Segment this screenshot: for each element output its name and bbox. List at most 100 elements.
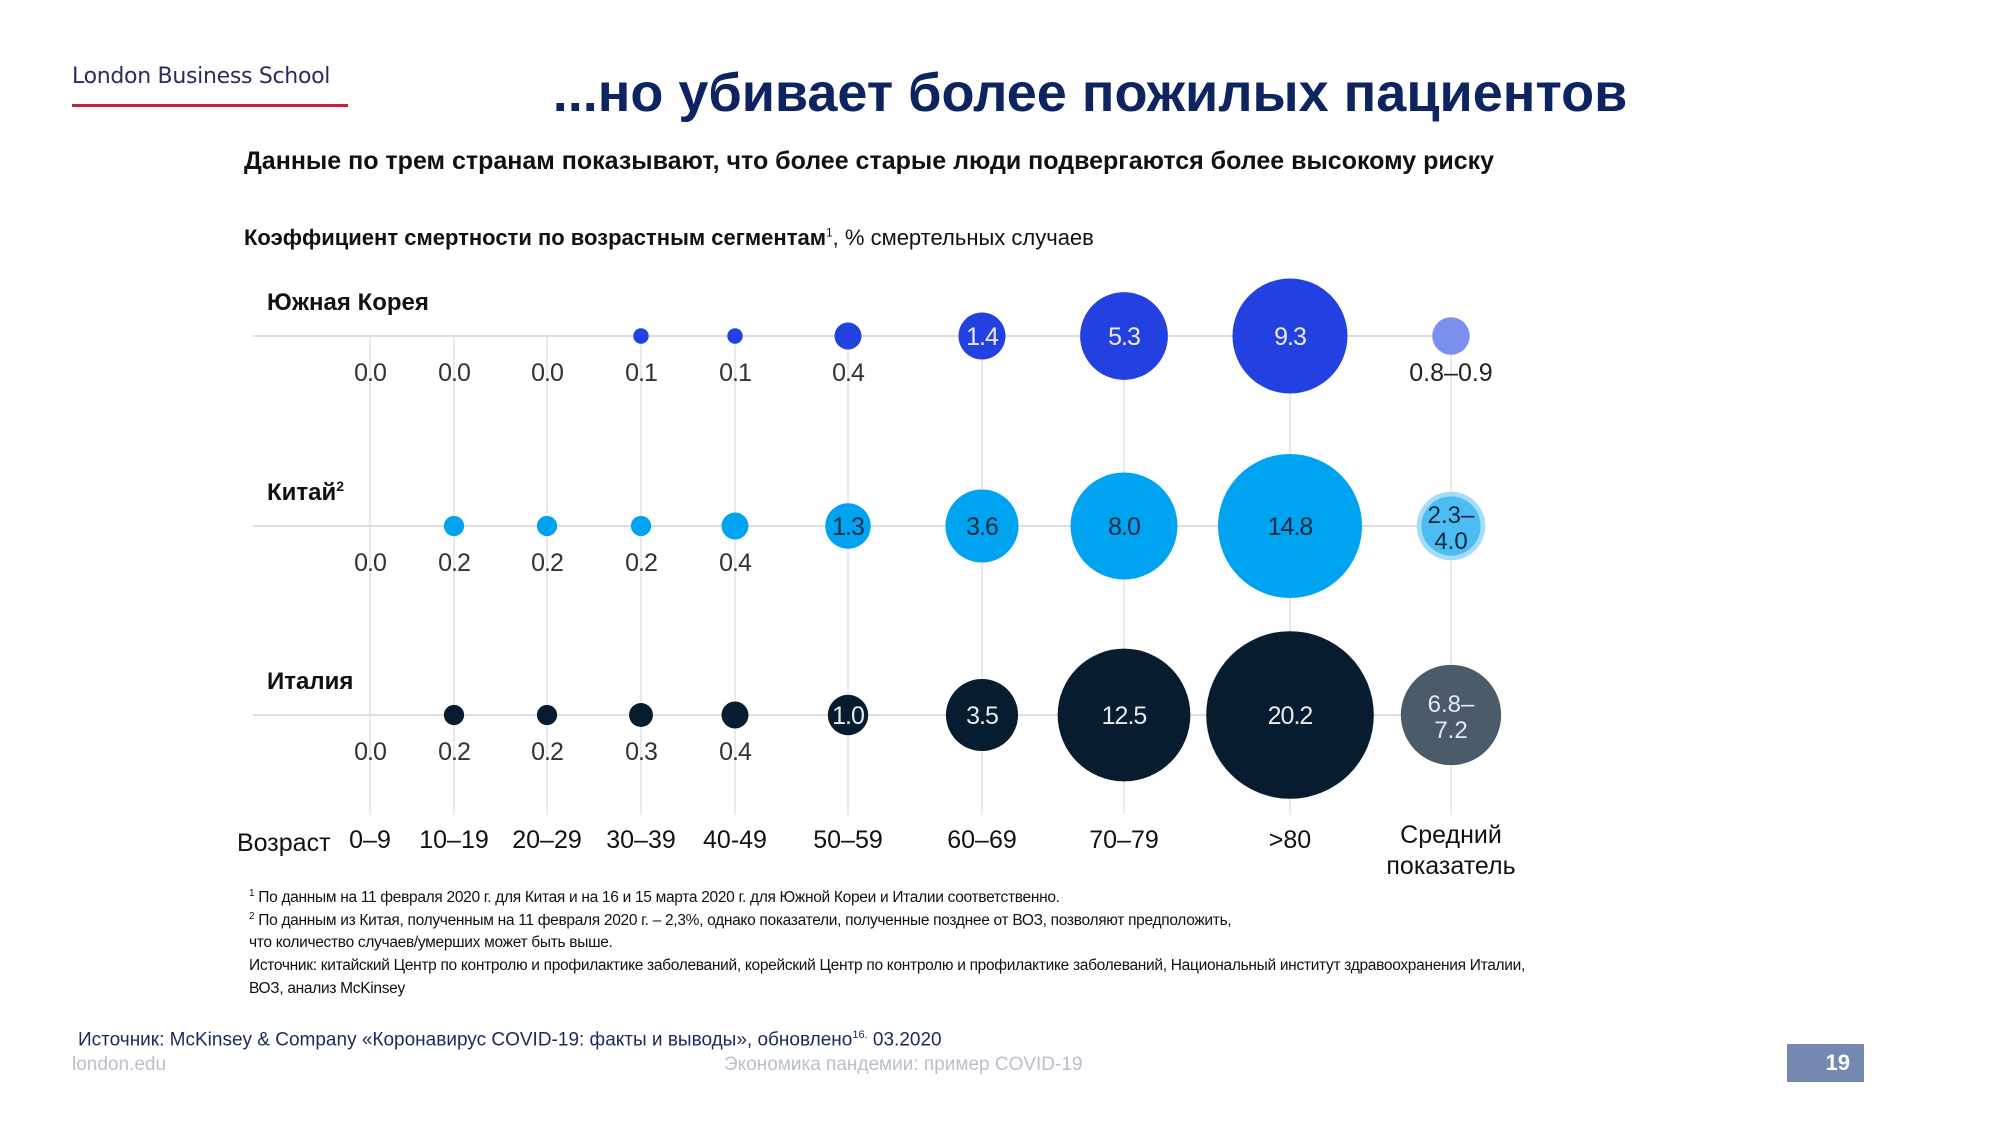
x-tick-label: 10–19 — [419, 826, 489, 854]
average-bubble — [1400, 664, 1502, 766]
bubble — [1070, 472, 1178, 580]
footer-course-title: Экономика пандемии: пример COVID-19 — [724, 1054, 1083, 1075]
bubble — [536, 704, 558, 726]
bubble-value-label: 0.2 — [531, 549, 563, 577]
bubble — [721, 701, 749, 729]
bubble — [1232, 278, 1348, 394]
average-value-label: 7.2 — [1434, 717, 1467, 744]
bubble — [443, 704, 465, 726]
bubble-value-label: 0.4 — [832, 359, 865, 387]
average-bubble — [1432, 317, 1470, 355]
footnote-2-text: По данным из Китая, полученным на 11 фев… — [254, 912, 1232, 930]
chart-marks — [443, 278, 1502, 799]
chart-title-unit: , % смертельных случаев — [832, 225, 1094, 250]
footnote-2: 2 По данным из Китая, полученным на 11 ф… — [249, 911, 1232, 930]
lbs-logo-text: London Business School — [72, 64, 331, 89]
x-tick-label: 30–39 — [606, 826, 676, 854]
bubble-value-label: 0.1 — [719, 359, 751, 387]
bubble — [1080, 292, 1168, 380]
chart-sources-continued: ВОЗ, анализ McKinsey — [249, 980, 405, 997]
bubble — [945, 489, 1019, 563]
page-number: 19 — [1787, 1044, 1864, 1082]
footnote-2-ref: 2 — [249, 911, 255, 922]
bubble — [827, 694, 869, 736]
x-tick-label: 0–9 — [349, 826, 391, 854]
bubble-value-label: 0.2 — [438, 549, 470, 577]
logo-underline — [72, 104, 348, 107]
x-tick-label-average: показатель — [1386, 852, 1515, 880]
bubble-value-label: 20.2 — [1268, 702, 1313, 730]
bubble-value-label: 9.3 — [1274, 323, 1306, 351]
bubble — [721, 512, 749, 540]
bubble-value-label: 0.0 — [531, 359, 563, 387]
x-axis-label: Возраст — [237, 829, 331, 857]
chart-title-footnote-ref: 1 — [825, 225, 833, 240]
bubble — [1217, 453, 1363, 599]
slide-source-text: Источник: McKinsey & Company «Коронавиру… — [78, 1029, 853, 1051]
bubble — [727, 328, 743, 344]
footnote-1: 1 По данным на 11 февраля 2020 г. для Ки… — [249, 888, 1060, 907]
bubble-value-label: 8.0 — [1108, 513, 1140, 541]
bubble-value-label: 0.1 — [625, 359, 657, 387]
x-tick-label: 50–59 — [813, 826, 883, 854]
bubble-value-label: 1.4 — [966, 323, 999, 351]
bubble-chart: Южная Корея 0.0 0.0 0.0 0.1 0.1 0.4 1.4 5.3 9.3 0.… — [237, 278, 1516, 880]
bubble — [1206, 631, 1374, 799]
bubble-value-label: 14.8 — [1268, 513, 1313, 541]
footnote-2-continued: что количество случаев/умерших может быт… — [249, 934, 613, 951]
bubble — [633, 328, 649, 344]
series-label: Китай2 — [267, 478, 344, 506]
bubble — [958, 312, 1006, 360]
bubble-value-label: 0.4 — [719, 738, 752, 766]
chart-sources: Источник: китайский Центр по контролю и … — [249, 957, 1525, 974]
bubble — [945, 678, 1019, 752]
average-value-label: 6.8– — [1428, 691, 1475, 718]
chart-title-main: Коэффициент смертности по возрастным сег… — [244, 225, 826, 250]
bubble — [536, 515, 558, 537]
bubble-value-label: 1.0 — [832, 702, 864, 730]
bubble — [1057, 648, 1191, 782]
bubble-value-label: 0.2 — [625, 549, 657, 577]
bubble-value-label: 12.5 — [1102, 702, 1147, 730]
x-tick-label: >80 — [1269, 826, 1311, 854]
footnote-1-text: По данным на 11 февраля 2020 г. для Кита… — [254, 889, 1060, 907]
footer-website: london.edu — [72, 1054, 167, 1075]
slide-subtitle: Данные по трем странам показывают, что б… — [244, 147, 1495, 175]
average-bubble — [1421, 496, 1481, 556]
slide-source-date: 03.2020 — [867, 1029, 942, 1051]
slide-source: Источник: McKinsey & Company «Коронавиру… — [78, 1029, 942, 1051]
footnote-1-ref: 1 — [249, 888, 255, 899]
bubble-value-label: 0.3 — [625, 738, 657, 766]
average-value-label: 0.8–0.9 — [1409, 359, 1492, 387]
slide-title: ...но убивает более пожилых пациентов — [552, 63, 1628, 123]
bubble-value-label: 0.0 — [354, 359, 386, 387]
x-tick-label: 70–79 — [1089, 826, 1159, 854]
x-tick-label: 40-49 — [703, 826, 767, 854]
bubble — [834, 322, 862, 350]
series-label: Италия — [267, 668, 353, 695]
series-label-footnote-ref: 2 — [336, 478, 344, 494]
bubble-value-label: 0.0 — [354, 738, 386, 766]
bubble-value-label: 0.0 — [438, 359, 470, 387]
bubble-value-label: 0.2 — [438, 738, 470, 766]
bubble — [825, 503, 871, 549]
bubble — [629, 703, 653, 727]
bubble-value-label: 3.6 — [966, 513, 998, 541]
x-tick-label: 20–29 — [512, 826, 582, 854]
bubble-value-label: 5.3 — [1108, 323, 1140, 351]
bubble-value-label: 0.4 — [719, 549, 752, 577]
bubble — [443, 515, 465, 537]
bubble — [630, 515, 652, 537]
slide-source-sup: 16. — [852, 1029, 868, 1041]
average-value-label: 2.3– — [1428, 502, 1475, 529]
average-value-label: 4.0 — [1434, 528, 1467, 555]
series-label: Южная Корея — [267, 289, 429, 316]
bubble-value-label: 3.5 — [966, 702, 998, 730]
x-tick-label: 60–69 — [947, 826, 1017, 854]
bubble-value-label: 1.3 — [832, 513, 864, 541]
bubble-value-label: 0.0 — [354, 549, 386, 577]
bubble-value-label: 0.2 — [531, 738, 563, 766]
chart-labels: Южная Корея 0.0 0.0 0.0 0.1 0.1 0.4 1.4 5.3 9.3 0.… — [237, 289, 1516, 880]
x-tick-label-average: Средний — [1400, 821, 1502, 849]
chart-title: Коэффициент смертности по возрастным сег… — [244, 225, 1094, 251]
